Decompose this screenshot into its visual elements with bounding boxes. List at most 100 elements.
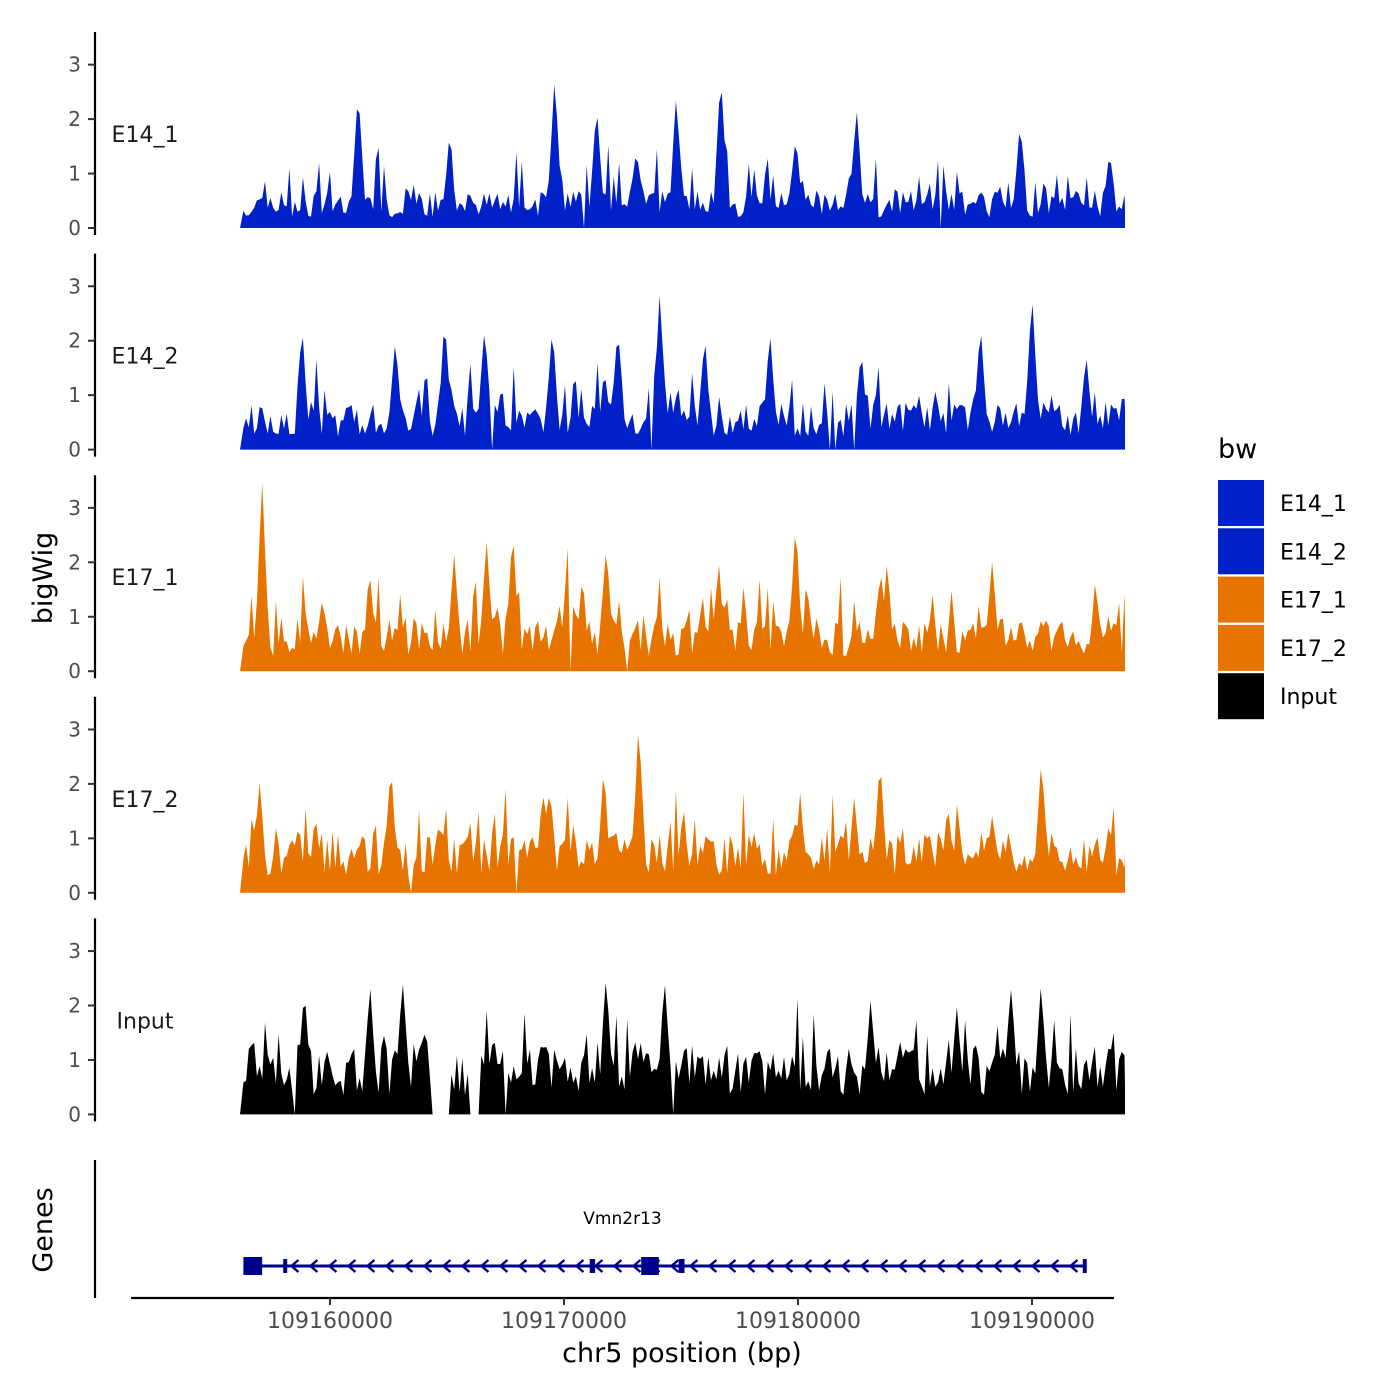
strand-arrow: [536, 1259, 547, 1273]
legend-label: E14_2: [1280, 540, 1347, 565]
strand-arrow: [992, 1259, 1003, 1273]
y-tick-label: 0: [68, 659, 81, 683]
strand-arrow: [954, 1259, 965, 1273]
y-tick-label: 1: [68, 162, 81, 186]
track-e17-2: 0 1 2 3 E17_2: [68, 696, 1125, 905]
strand-arrow: [517, 1259, 528, 1273]
track-label: E17_1: [112, 566, 179, 591]
y-axis-title: bigWig: [28, 532, 59, 625]
gene-exon: [678, 1259, 685, 1273]
y-tick-label: 2: [68, 772, 81, 796]
strand-arrow: [403, 1259, 414, 1273]
legend-swatch: [1218, 673, 1264, 720]
y-tick-label: 3: [68, 717, 81, 741]
strand-arrow: [422, 1259, 433, 1273]
strand-arrow: [802, 1259, 813, 1273]
y-tick-label: 1: [68, 605, 81, 629]
gene-exon: [1082, 1259, 1087, 1273]
x-tick-label: 109180000: [735, 1309, 861, 1334]
y-tick-label: 0: [68, 881, 81, 905]
track-e14-1: 0 1 2 3 E14_1: [68, 32, 1125, 240]
signal-area: [240, 982, 1125, 1115]
strand-arrow: [745, 1259, 756, 1273]
gene-exon: [283, 1259, 288, 1273]
strand-arrow: [555, 1259, 566, 1273]
track-label: E17_2: [112, 788, 179, 813]
y-tick-label: 0: [68, 216, 81, 240]
y-tick-label: 2: [68, 994, 81, 1018]
x-axis: 109160000 109170000 109180000 109190000: [131, 1296, 1114, 1334]
strand-arrow: [365, 1259, 376, 1273]
signal-area: [240, 734, 1125, 893]
strand-arrow: [840, 1259, 851, 1273]
strand-arrow: [479, 1259, 490, 1273]
legend-swatch: [1218, 576, 1264, 623]
y-tick-label: 1: [68, 1048, 81, 1072]
track-e17-1: 0 1 2 3 E17_1: [68, 475, 1125, 683]
track-input: 0 1 2 3 Input: [68, 918, 1125, 1126]
legend-label: Input: [1280, 685, 1337, 710]
strand-arrow: [574, 1259, 585, 1273]
strand-arrow: [973, 1259, 984, 1273]
x-tick-label: 109170000: [501, 1309, 627, 1334]
y-tick-label: 1: [68, 826, 81, 850]
strand-arrow: [669, 1259, 680, 1273]
y-tick-label: 2: [68, 107, 81, 131]
strand-arrow: [346, 1259, 357, 1273]
strand-arrow: [1049, 1259, 1060, 1273]
gene-label: Vmn2r13: [583, 1209, 661, 1229]
strand-arrow: [498, 1259, 509, 1273]
legend-label: E17_2: [1280, 637, 1347, 662]
strand-arrow: [764, 1259, 775, 1273]
strand-arrow: [289, 1259, 300, 1273]
strand-arrow: [593, 1259, 604, 1273]
strand-arrow: [1068, 1259, 1079, 1273]
strand-arrow: [1030, 1259, 1041, 1273]
gene-exon: [243, 1257, 263, 1275]
signal-tracks: 0 1 2 3 E14_1 0 1 2 3 E14_2 0 1 2 3 E17_1 0 1 2 3 E17_2 0 1 2 3…: [68, 32, 1125, 1126]
gene-exon: [589, 1259, 596, 1273]
legend-swatch: [1218, 624, 1264, 671]
strand-arrow: [935, 1259, 946, 1273]
strand-arrow: [460, 1259, 471, 1273]
x-tick-label: 109190000: [969, 1309, 1095, 1334]
y-tick-label: 2: [68, 329, 81, 353]
strand-arrow: [897, 1259, 908, 1273]
strand-arrow: [384, 1259, 395, 1273]
strand-arrow: [726, 1259, 737, 1273]
legend-label: E17_1: [1280, 589, 1347, 614]
x-tick-label: 109160000: [267, 1309, 393, 1334]
legend-title: bw: [1218, 434, 1257, 465]
signal-area: [240, 295, 1125, 450]
y-tick-label: 2: [68, 550, 81, 574]
y-tick-label: 0: [68, 1102, 81, 1126]
legend: bw E14_1 E14_2 E17_1 E17_2 Input: [1218, 434, 1347, 720]
y-tick-label: 1: [68, 383, 81, 407]
y-tick-label: 3: [68, 939, 81, 963]
y-tick-label: 3: [68, 496, 81, 520]
gene-exon: [641, 1257, 659, 1275]
strand-arrow: [612, 1259, 623, 1273]
y-tick-label: 3: [68, 53, 81, 77]
signal-area: [240, 483, 1125, 672]
track-label: E14_1: [112, 123, 179, 148]
signal-area: [240, 84, 1125, 228]
strand-arrow: [821, 1259, 832, 1273]
strand-arrow: [308, 1259, 319, 1273]
legend-label: E14_1: [1280, 492, 1347, 517]
track-label: Input: [117, 1009, 174, 1034]
x-axis-title: chr5 position (bp): [562, 1338, 802, 1369]
genes-track: Vmn2r13: [93, 1160, 1087, 1298]
strand-arrow: [631, 1259, 642, 1273]
legend-swatch: [1218, 480, 1264, 526]
y-tick-label: 0: [68, 438, 81, 462]
strand-arrow: [859, 1259, 870, 1273]
strand-arrow: [327, 1259, 338, 1273]
genes-axis-title: Genes: [28, 1187, 59, 1272]
strand-arrow: [441, 1259, 452, 1273]
track-label: E14_2: [112, 345, 179, 370]
strand-arrow: [1011, 1259, 1022, 1273]
track-e14-2: 0 1 2 3 E14_2: [68, 253, 1125, 462]
strand-arrow: [783, 1259, 794, 1273]
strand-arrow: [878, 1259, 889, 1273]
